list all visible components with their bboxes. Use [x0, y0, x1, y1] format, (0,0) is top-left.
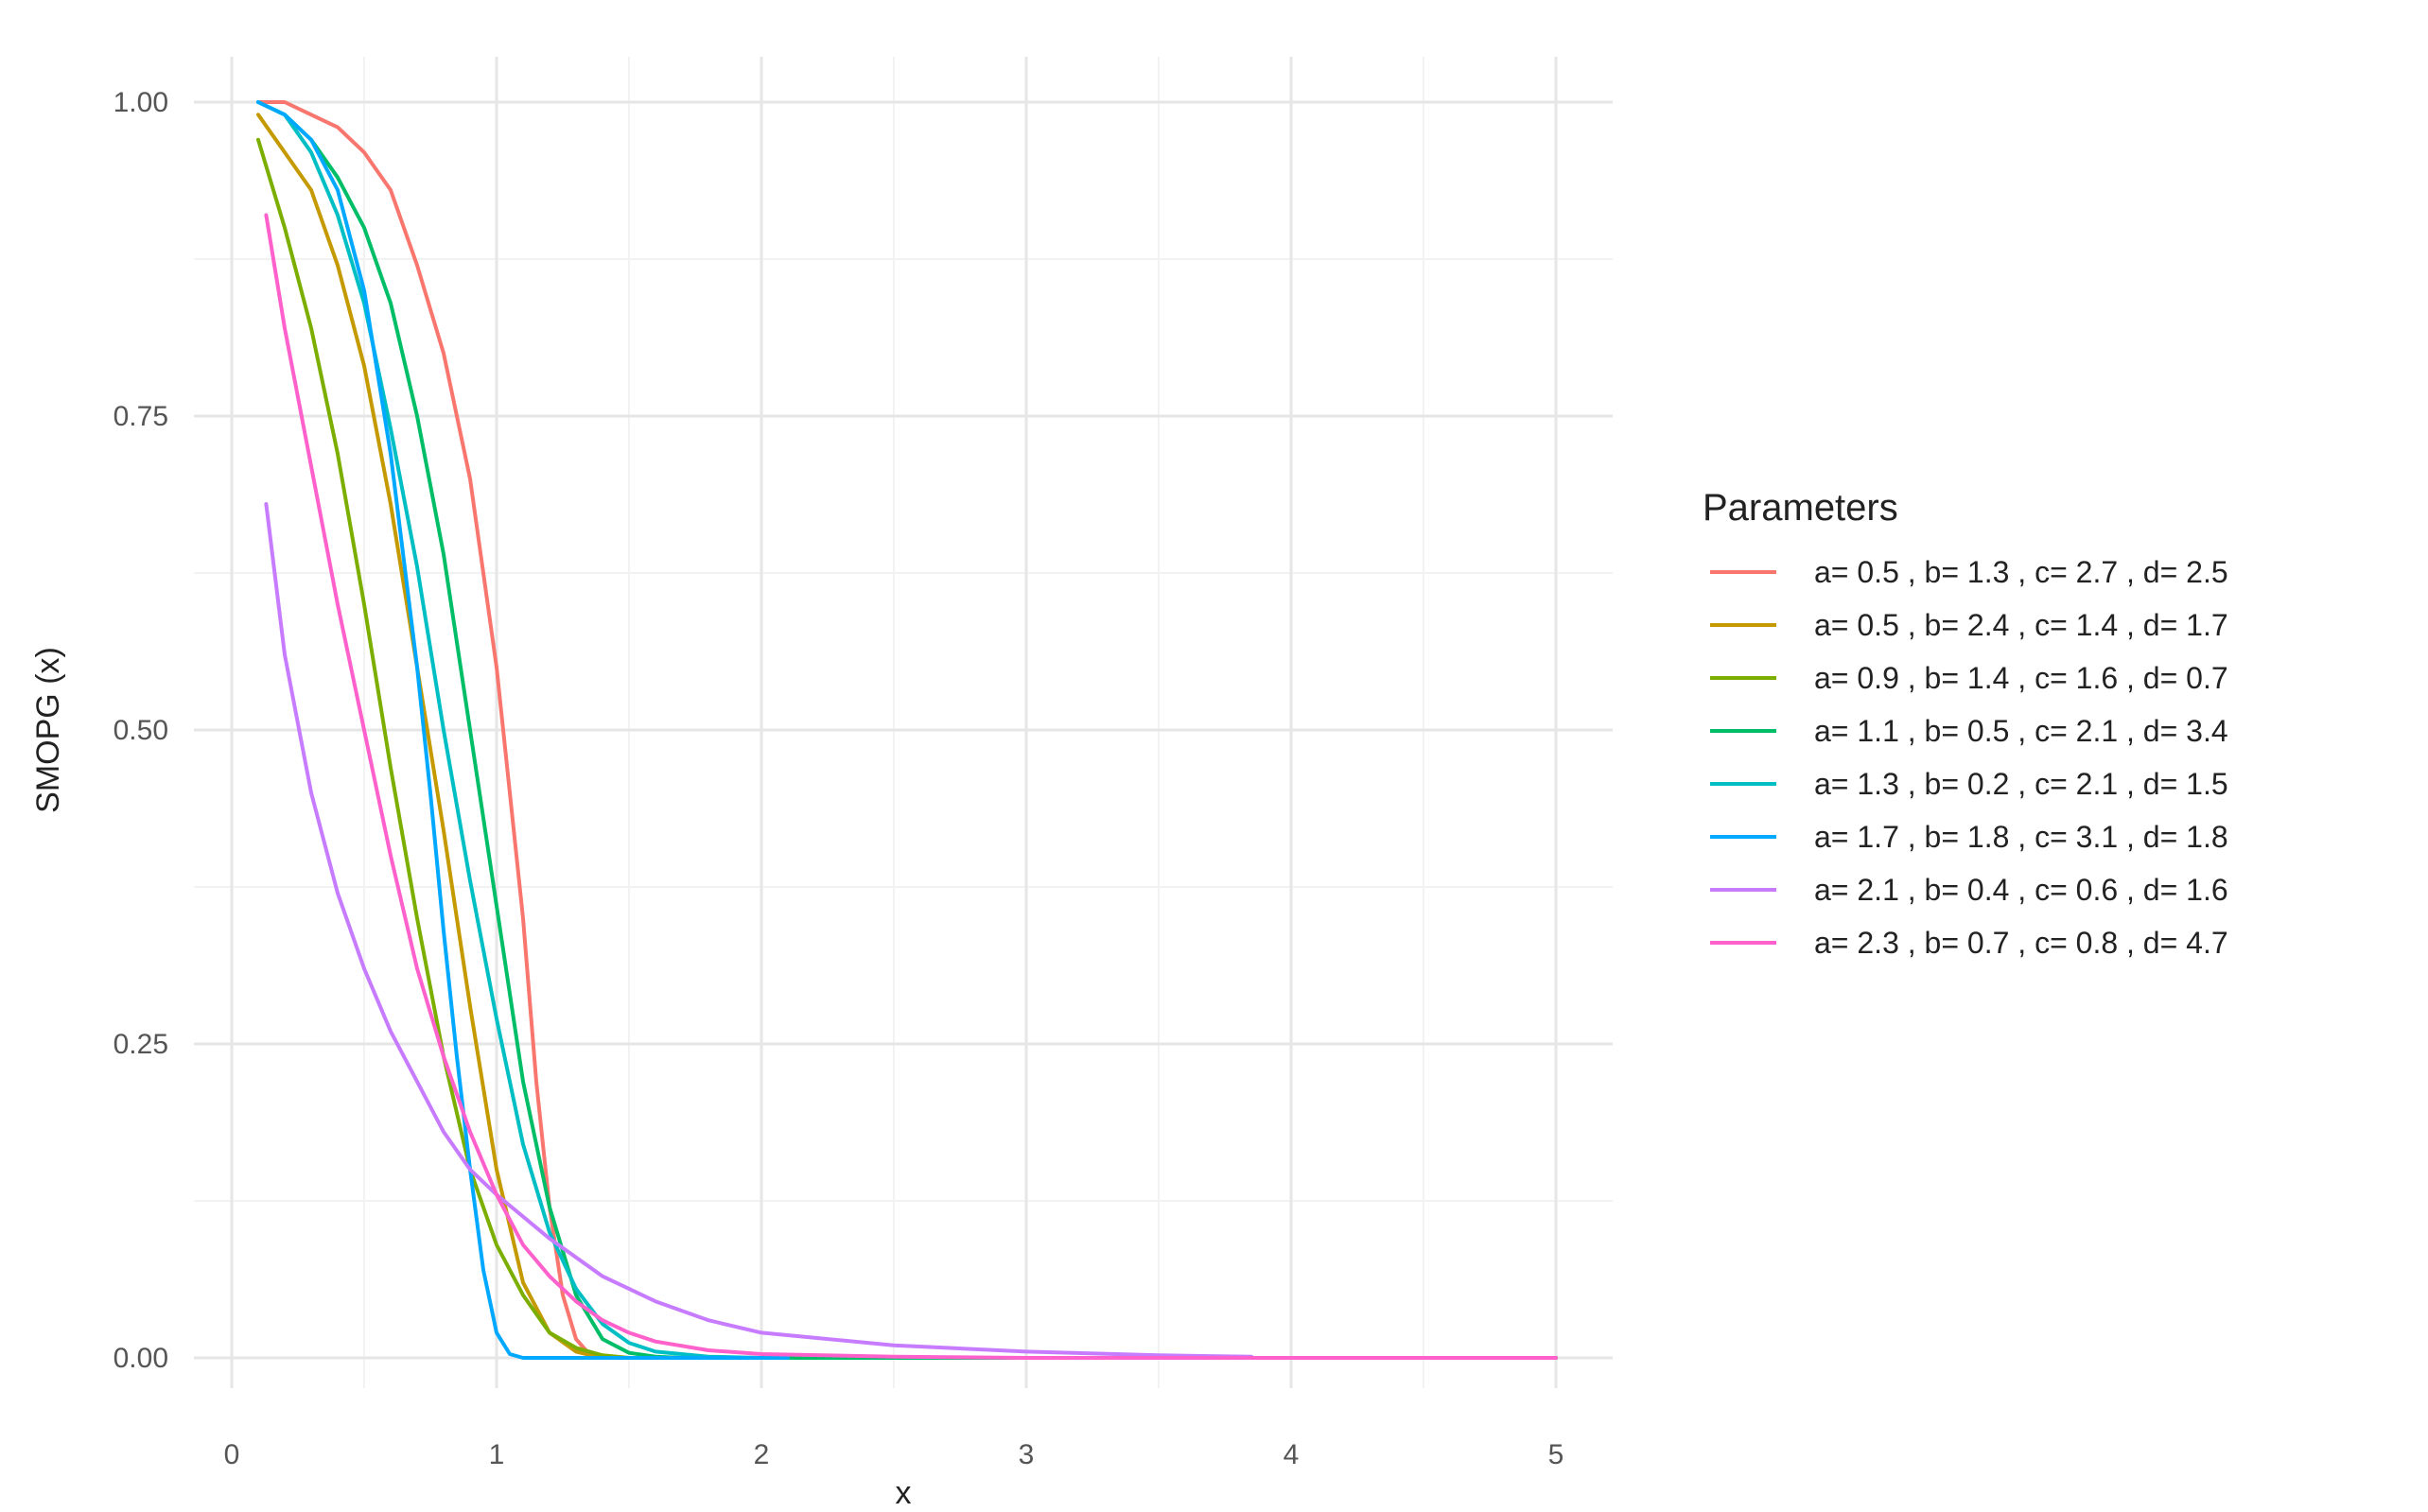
y-tick-label: 0.25 — [114, 1029, 168, 1060]
legend-label: a= 0.9 , b= 1.4 , c= 1.6 , d= 0.7 — [1814, 661, 2228, 695]
x-tick-label: 5 — [1548, 1439, 1564, 1470]
series-line — [264, 213, 1558, 1360]
y-tick-label: 0.00 — [114, 1343, 168, 1374]
x-tick-label: 2 — [754, 1439, 770, 1470]
x-tick-label: 1 — [489, 1439, 505, 1470]
x-tick-label: 3 — [1019, 1439, 1035, 1470]
y-axis-ticks: 0.00 0.25 0.50 0.75 1.00 — [114, 87, 168, 1374]
y-tick-label: 1.00 — [114, 87, 168, 118]
y-tick-label: 0.75 — [114, 401, 168, 432]
series-line — [256, 100, 790, 1360]
series-line — [256, 137, 1558, 1360]
legend-label: a= 2.3 , b= 0.7 , c= 0.8 , d= 4.7 — [1814, 926, 2228, 960]
y-tick-label: 0.50 — [114, 715, 168, 746]
x-tick-label: 0 — [224, 1439, 240, 1470]
minor-gridlines — [194, 57, 1613, 1388]
legend-label: a= 1.3 , b= 0.2 , c= 2.1 , d= 1.5 — [1814, 767, 2228, 801]
legend-title: Parameters — [1703, 487, 1898, 529]
legend-label: a= 1.1 , b= 0.5 , c= 2.1 , d= 3.4 — [1814, 714, 2228, 748]
legend: Parameters a= 0.5 , b= 1.3 , c= 2.7 , d=… — [1703, 487, 2228, 960]
legend-label: a= 0.5 , b= 1.3 , c= 2.7 , d= 2.5 — [1814, 555, 2228, 589]
legend-label: a= 2.1 , b= 0.4 , c= 0.6 , d= 1.6 — [1814, 873, 2228, 907]
legend-label: a= 0.5 , b= 2.4 , c= 1.4 , d= 1.7 — [1814, 608, 2228, 642]
series-line — [256, 100, 1558, 1360]
series-layer — [256, 100, 1558, 1360]
series-line — [256, 100, 790, 1360]
y-axis-title: SMOPG (x) — [30, 647, 66, 813]
x-axis-title: x — [896, 1475, 912, 1511]
legend-items: a= 0.5 , b= 1.3 , c= 2.7 , d= 2.5 a= 0.5 … — [1710, 555, 2228, 960]
series-line — [256, 113, 1558, 1360]
legend-label: a= 1.7 , b= 1.8 , c= 3.1 , d= 1.8 — [1814, 820, 2228, 854]
x-tick-label: 4 — [1284, 1439, 1300, 1470]
x-axis-ticks: 0 1 2 3 4 5 — [224, 1439, 1564, 1470]
